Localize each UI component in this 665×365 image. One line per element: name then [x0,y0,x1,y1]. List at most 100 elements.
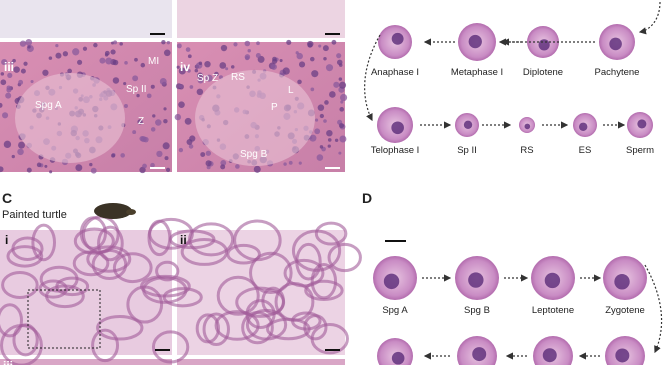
arrow [638,1,661,35]
nucleus [0,166,4,173]
turtle-icon [126,209,136,215]
panel-letter: C [2,190,12,206]
nucleus [159,78,167,85]
nucleus [327,144,331,148]
nucleus [205,74,213,82]
chromatin [637,119,647,129]
annotation: Sp Z [197,73,218,84]
micrograph [177,359,345,365]
nucleus [90,167,97,174]
nucleus [219,62,227,69]
nucleus [235,164,240,169]
nucleus [198,61,203,65]
stage-label: Anaphase I [371,67,419,78]
tubule [1,271,39,299]
tubule [233,219,282,262]
tubule [97,225,124,262]
annotation: Spg B [240,149,268,160]
nucleus [196,88,204,96]
turtle-icon [94,203,132,219]
nucleus [113,40,118,45]
nucleus [140,62,146,68]
nucleus [318,44,322,48]
tubule [55,276,90,297]
nucleus [55,52,62,59]
nucleus [13,66,20,73]
tubule [96,314,144,341]
stage-label: Spg B [464,305,490,316]
nucleus [23,61,28,66]
nucleus [204,60,211,68]
stage-label: Leptotene [532,305,574,316]
nucleus [77,59,83,65]
nucleus [186,139,193,145]
chromatin [391,32,404,45]
nucleus [331,39,337,45]
tubule [241,310,274,345]
chromatin [468,272,484,288]
tubule [112,252,153,284]
nucleus [150,162,155,168]
annotation: MI [148,56,159,67]
nucleus [298,161,302,165]
tubule [188,222,235,257]
tubule [226,243,261,265]
nucleus [111,153,116,158]
nucleus [220,160,227,166]
stage-label: Metaphase I [451,67,503,78]
nucleus [340,100,344,104]
nucleus [253,165,261,173]
tubule [0,303,24,338]
nucleus [197,77,204,84]
nucleus [174,113,182,121]
tubule [216,275,260,316]
stage-label: Sperm [626,145,654,156]
nucleus [3,140,12,149]
chromatin [614,274,630,290]
nucleus [134,57,138,62]
tubule [310,262,338,300]
nucleus [62,51,69,57]
nucleus [10,61,14,65]
nucleus [334,138,339,143]
nucleus [220,164,226,170]
panel-label: i [5,233,8,247]
nucleus [187,68,191,73]
tubule [295,242,322,281]
nucleus [0,102,3,108]
nucleus [161,40,166,45]
nucleus [296,52,303,60]
nucleus [36,162,42,168]
nucleus [42,69,49,76]
tubule [261,286,285,316]
tubule [303,314,328,341]
tubule [151,330,190,364]
nucleus [187,54,192,59]
nucleus [327,138,332,142]
chromatin [524,123,531,130]
nucleus [194,68,199,73]
nucleus [225,67,229,71]
nucleus [49,170,53,174]
nucleus [307,40,314,48]
nucleus [12,58,16,63]
nucleus [123,82,127,86]
stage-label: Diplotene [523,67,563,78]
tubule [327,242,362,273]
nucleus [165,167,171,172]
chromatin [538,39,550,51]
nucleus [314,128,321,135]
nucleus [323,119,327,123]
stage-label: Zygotene [605,305,645,316]
chromatin [391,121,404,135]
nucleus [163,107,167,111]
nucleus [247,49,251,53]
nucleus [244,40,251,47]
nucleus [316,154,324,161]
nucleus [184,66,189,70]
inset-box [27,289,101,349]
nucleus [256,41,260,46]
nucleus [150,84,155,89]
nucleus [338,151,342,155]
